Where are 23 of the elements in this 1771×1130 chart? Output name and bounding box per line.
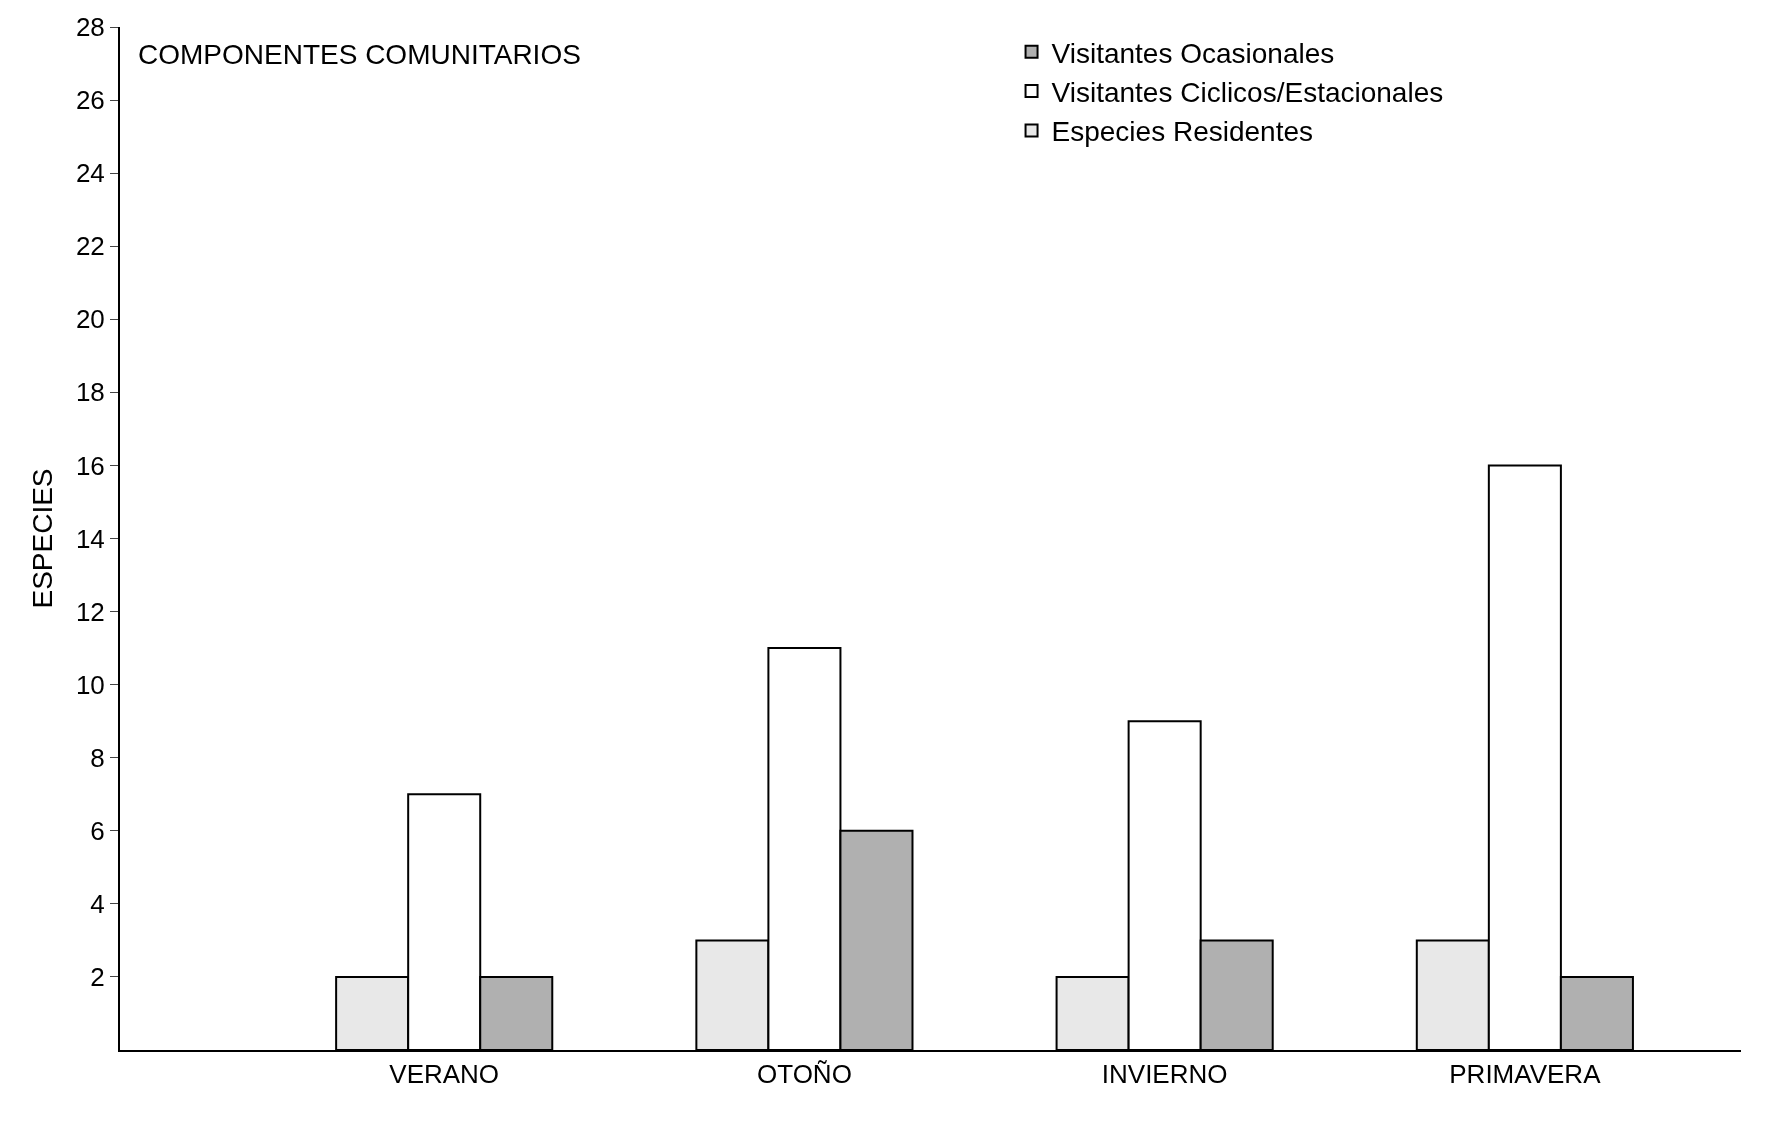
y-tick-label: 18 bbox=[75, 377, 105, 408]
y-tick-label: 14 bbox=[75, 523, 105, 554]
y-tick-label: 2 bbox=[90, 962, 105, 993]
y-tick-label: 10 bbox=[75, 669, 105, 700]
legend-label: Visitantes Ciclicos/Estacionales bbox=[1051, 77, 1444, 109]
x-tick-label: PRIMAVERA bbox=[1449, 1059, 1602, 1090]
y-tick-label: 4 bbox=[90, 888, 105, 919]
y-tick-label: 12 bbox=[75, 596, 105, 627]
y-tick-label: 24 bbox=[75, 158, 105, 189]
x-tick-label: OTOÑO bbox=[756, 1059, 852, 1090]
y-tick-label: 8 bbox=[90, 742, 105, 773]
y-tick-label: 22 bbox=[75, 231, 105, 262]
x-tick-label: VERANO bbox=[389, 1059, 500, 1090]
x-tick-label: INVIERNO bbox=[1101, 1059, 1228, 1090]
legend-label: Especies Residentes bbox=[1051, 116, 1314, 148]
y-tick-label: 6 bbox=[90, 815, 105, 846]
legend-label: Visitantes Ocasionales bbox=[1051, 37, 1335, 69]
y-tick-label: 28 bbox=[75, 12, 105, 43]
y-tick-label: 26 bbox=[75, 85, 105, 116]
chart-title: COMPONENTES COMUNITARIOS bbox=[138, 39, 581, 70]
y-axis-title: ESPECIES bbox=[27, 468, 59, 609]
y-tick-label: 20 bbox=[75, 304, 105, 335]
y-tick-label: 16 bbox=[75, 450, 105, 481]
